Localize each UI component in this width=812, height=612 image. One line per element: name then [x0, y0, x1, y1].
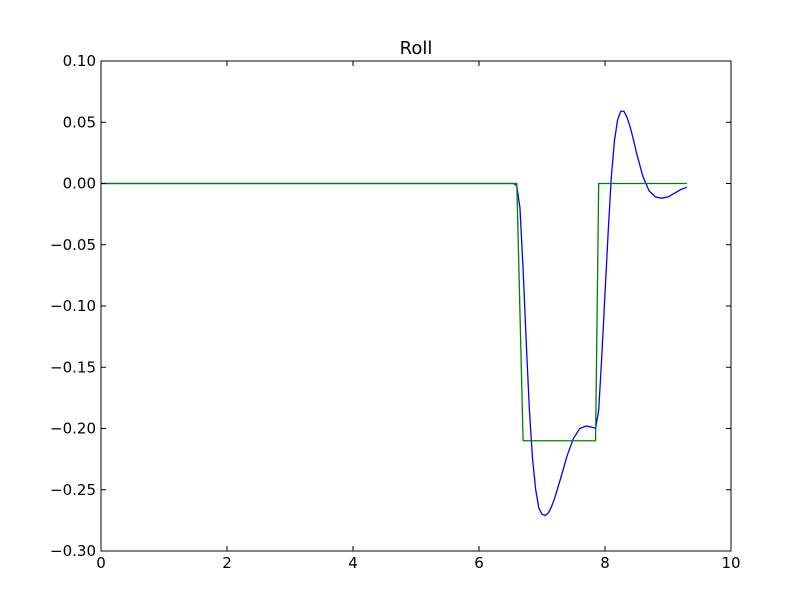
- plot-frame: [100, 60, 732, 552]
- y-tick-label: −0.20: [50, 420, 96, 438]
- series-layer: [101, 110, 688, 517]
- y-tick-label: −0.15: [50, 358, 96, 376]
- y-tick-label: −0.05: [50, 236, 96, 254]
- y-tick-label: −0.10: [50, 297, 96, 315]
- series-line-2: [101, 182, 687, 442]
- y-tick-label: −0.30: [50, 542, 96, 560]
- x-tick-label: 2: [222, 554, 232, 572]
- x-tick-label: 8: [600, 554, 610, 572]
- y-tick-label: −0.25: [50, 481, 96, 499]
- y-tick-label: 0.05: [63, 113, 96, 131]
- y-tick-label: 0.00: [63, 175, 96, 193]
- series-line-1: [101, 110, 688, 517]
- y-tick-label: 0.10: [63, 52, 96, 70]
- plot-area: [101, 61, 731, 551]
- x-tick-label: 6: [474, 554, 484, 572]
- x-tick-label: 10: [721, 554, 740, 572]
- x-tick-label: 4: [348, 554, 358, 572]
- x-tick-label: 0: [96, 554, 106, 572]
- tick-layer: 0 2 4 6 8 10 0.10 0.05 0.00 −0.05 −0.10 −0.15 −0.20 −…: [50, 52, 741, 572]
- chart-title: Roll: [400, 38, 433, 59]
